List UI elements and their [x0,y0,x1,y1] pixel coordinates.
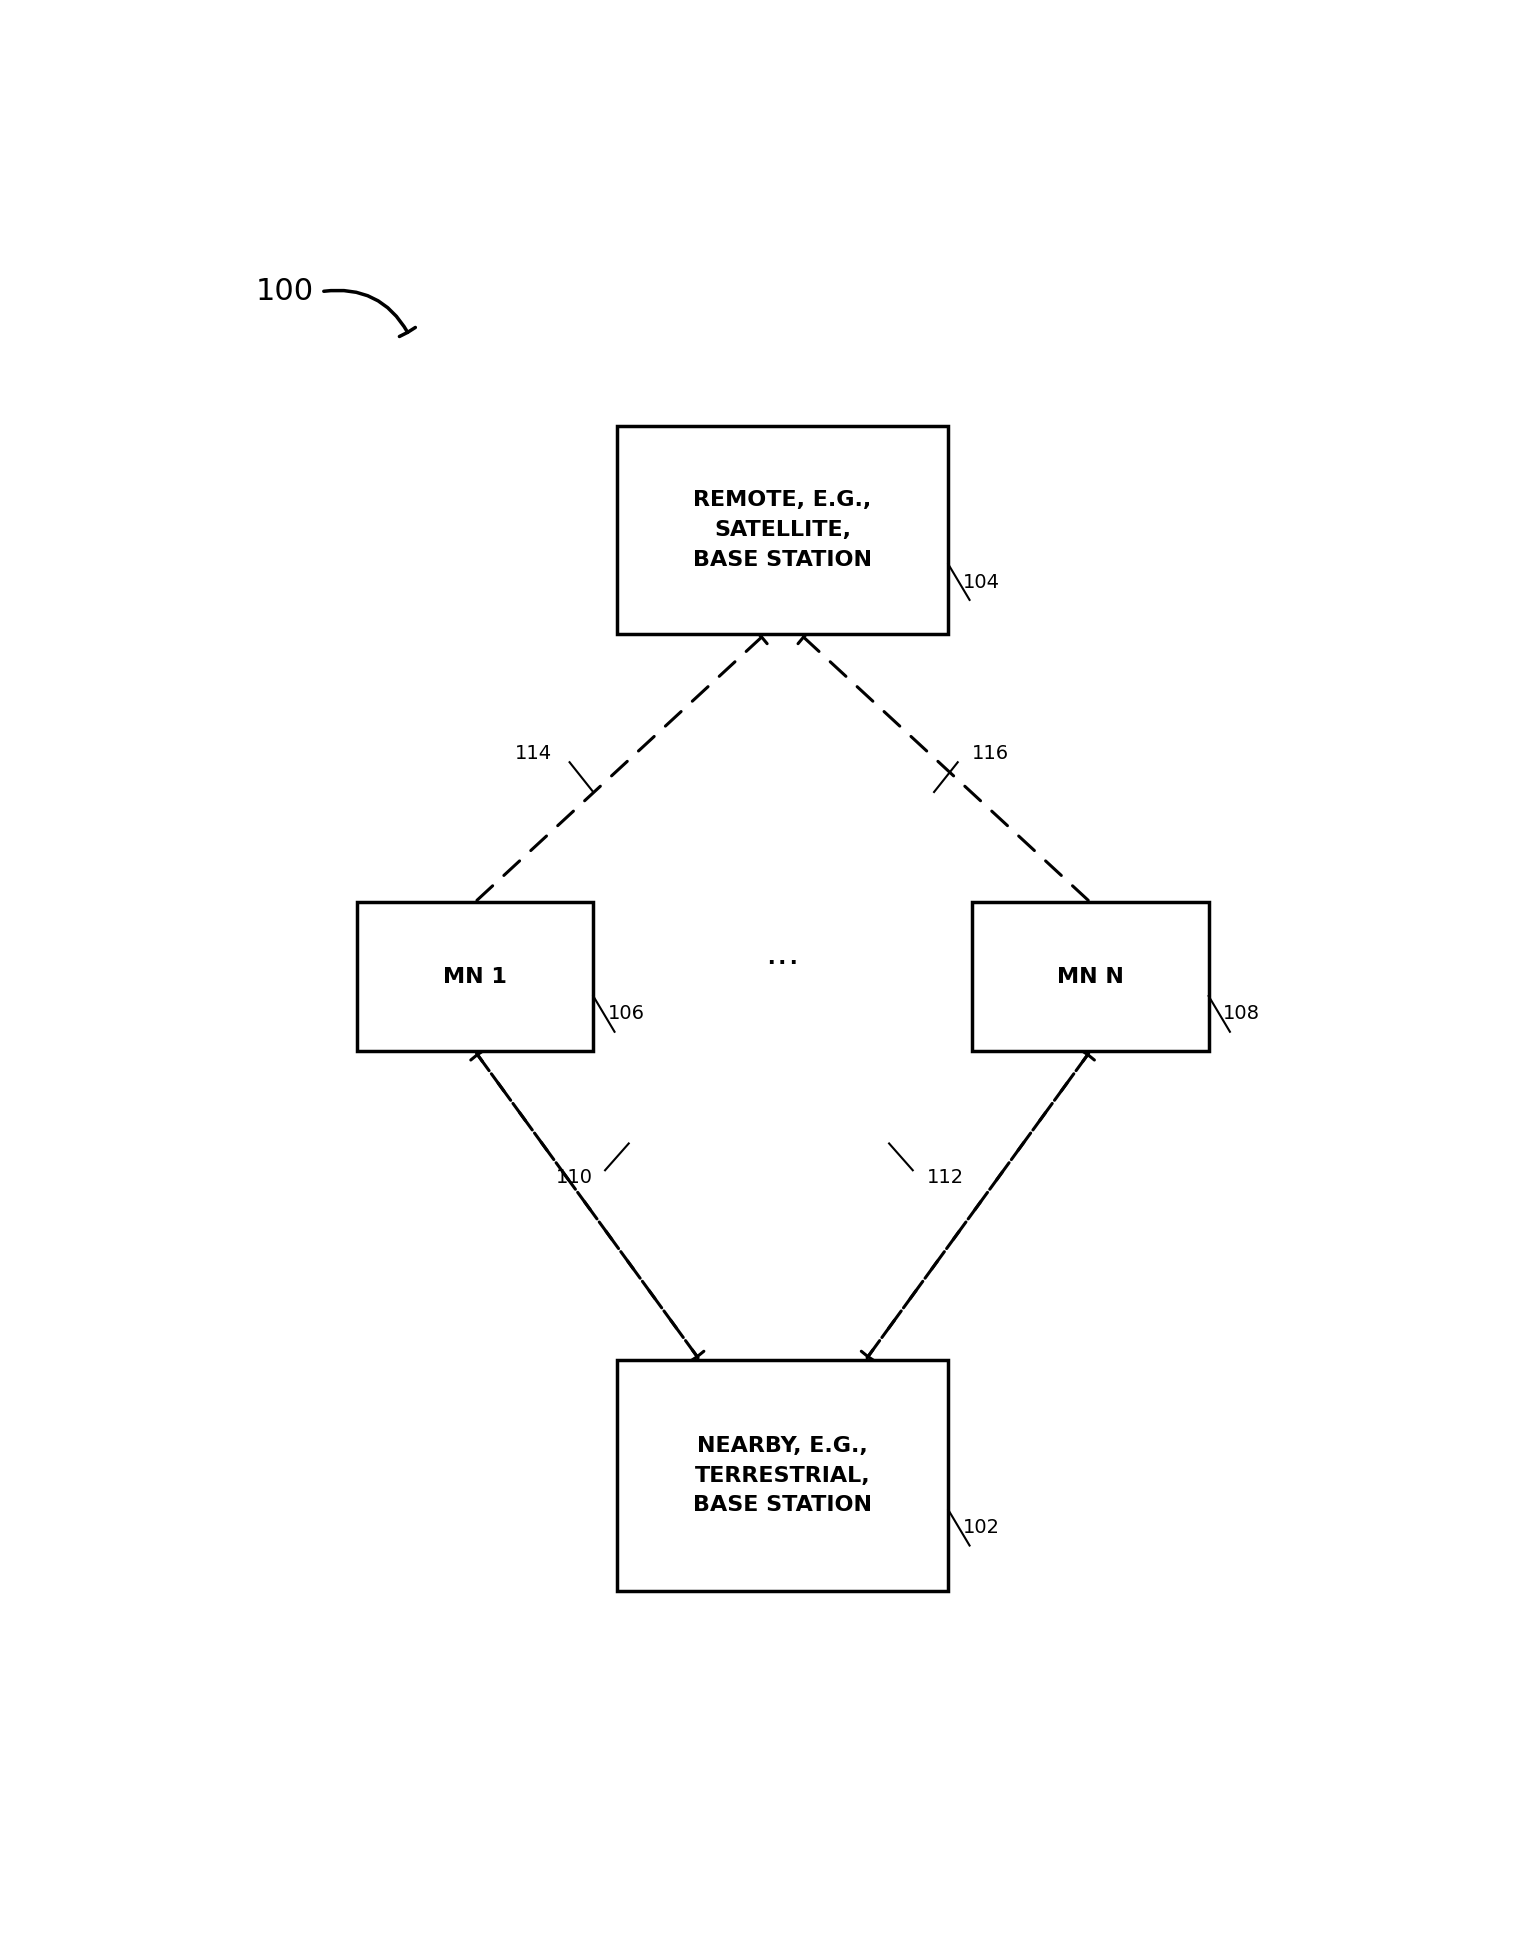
Text: REMOTE, E.G.,
SATELLITE,
BASE STATION: REMOTE, E.G., SATELLITE, BASE STATION [693,491,872,569]
Text: MN N: MN N [1057,967,1124,986]
FancyBboxPatch shape [356,901,592,1050]
Text: ...: ... [765,938,800,971]
Text: MN 1: MN 1 [443,967,507,986]
Text: 106: 106 [608,1004,644,1023]
Text: NEARBY, E.G.,
TERRESTRIAL,
BASE STATION: NEARBY, E.G., TERRESTRIAL, BASE STATION [693,1435,872,1514]
FancyBboxPatch shape [617,1360,948,1592]
Text: 112: 112 [927,1168,964,1187]
Text: 114: 114 [515,745,551,762]
Text: 108: 108 [1223,1004,1260,1023]
Text: 104: 104 [962,572,1000,592]
Text: 100: 100 [257,277,315,306]
Text: 110: 110 [556,1168,592,1187]
FancyBboxPatch shape [973,901,1209,1050]
FancyBboxPatch shape [617,425,948,634]
Text: 102: 102 [962,1518,1000,1538]
Text: 116: 116 [973,745,1009,762]
